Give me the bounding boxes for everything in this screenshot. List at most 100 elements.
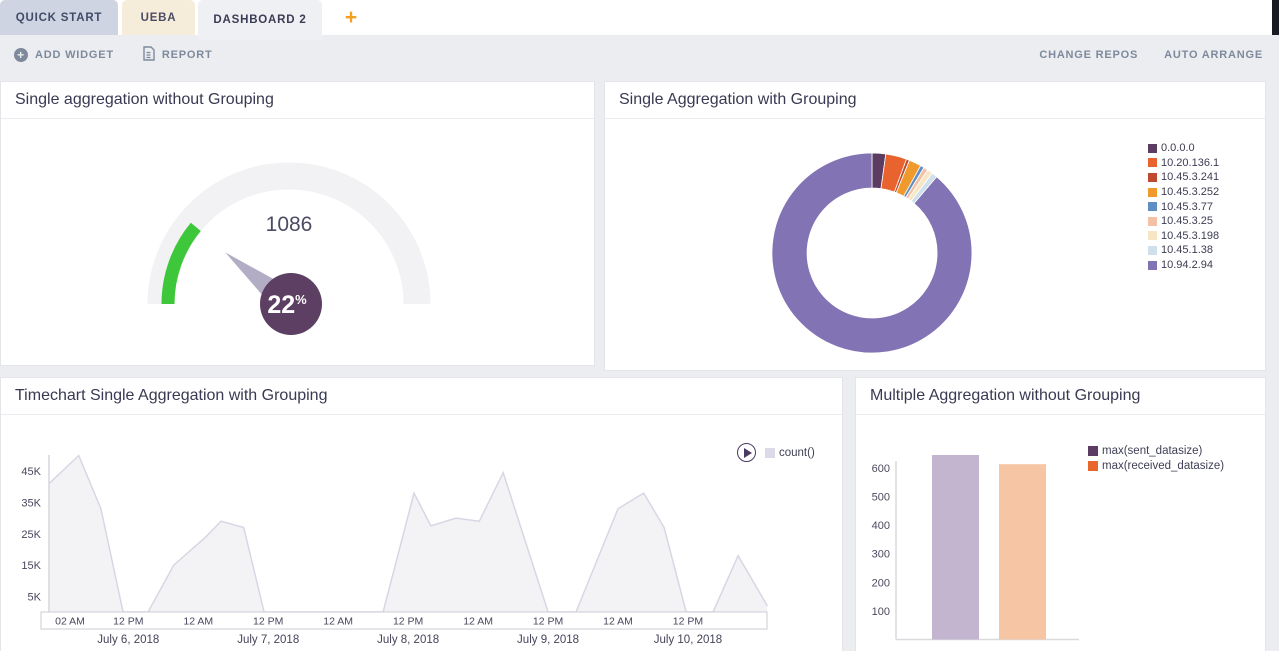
widget-title: Multiple Aggregation without Grouping (870, 387, 1141, 404)
legend-swatch (765, 447, 775, 458)
tab-ueba-label: UEBA (140, 11, 177, 24)
tab-ueba[interactable]: UEBA (122, 0, 195, 35)
play-button[interactable] (737, 443, 756, 462)
legend-item[interactable]: 10.45.3.198 (1148, 229, 1219, 244)
legend-swatch (1148, 231, 1157, 241)
widget-multiple-agg: Multiple Aggregation without Grouping 10… (855, 377, 1266, 651)
legend-label: max(sent_datasize) (1102, 444, 1203, 457)
widget-title: Single aggregation without Grouping (15, 91, 274, 108)
legend-item[interactable]: 10.45.3.252 (1148, 185, 1219, 200)
report-label: REPORT (161, 49, 213, 61)
svg-text:July 7, 2018: July 7, 2018 (237, 634, 299, 646)
svg-text:300: 300 (872, 549, 890, 561)
legend-swatch (1148, 245, 1157, 255)
legend-item[interactable]: 10.20.136.1 (1148, 156, 1219, 171)
svg-text:12 PM: 12 PM (393, 616, 423, 628)
add-widget-label: ADD WIDGET (35, 49, 114, 61)
svg-text:July 9, 2018: July 9, 2018 (517, 634, 579, 646)
tab-quick-start[interactable]: QUICK START (0, 0, 118, 35)
widget-timechart: Timechart Single Aggregation with Groupi… (0, 377, 843, 651)
timechart-area: 5K 15K 25K 35K 45K 02 AM 12 PM 12 AM 12 PM 12 AM 1… (1, 415, 842, 651)
legend-item[interactable]: 10.45.3.25 (1148, 214, 1219, 229)
legend-item[interactable]: 10.45.1.38 (1148, 243, 1219, 258)
widget-title-bar: Single aggregation without Grouping (1, 82, 594, 119)
legend-swatch (1088, 445, 1098, 456)
svg-text:12 PM: 12 PM (113, 616, 143, 628)
svg-text:12 PM: 12 PM (253, 616, 283, 628)
legend-item[interactable]: 10.94.2.94 (1148, 258, 1219, 273)
legend-label: 10.45.3.198 (1161, 229, 1220, 242)
svg-text:500: 500 (872, 492, 890, 504)
svg-text:12 AM: 12 AM (183, 616, 213, 628)
donut-legend: 0.0.0.0 10.20.136.1 10.45.3.241 10.45.3.252… (1148, 141, 1219, 272)
legend-item[interactable]: 10.45.3.77 (1148, 199, 1219, 214)
svg-text:12 AM: 12 AM (323, 616, 353, 628)
svg-text:600: 600 (872, 463, 890, 475)
plus-circle-icon: + (14, 48, 28, 62)
legend-swatch (1148, 216, 1157, 226)
widget-title: Timechart Single Aggregation with Groupi… (15, 387, 328, 404)
bar-chart: 100 200 300 400 500 600 max(sent_datasize) ma… (856, 415, 1265, 651)
legend-label: count() (779, 446, 815, 459)
svg-text:12 AM: 12 AM (463, 616, 493, 628)
tab-quick-start-label: QUICK START (15, 11, 103, 24)
gauge-chart: 1086 22% (1, 119, 594, 371)
add-widget-button[interactable]: + ADD WIDGET (14, 46, 114, 64)
plus-icon: + (344, 5, 358, 29)
widget-title-bar: Timechart Single Aggregation with Groupi… (1, 378, 842, 415)
legend-item-count[interactable]: count() (765, 447, 815, 459)
legend-label: 10.94.2.94 (1161, 259, 1213, 272)
svg-text:25K: 25K (21, 529, 41, 541)
svg-text:45K: 45K (21, 466, 41, 478)
legend-swatch (1148, 158, 1157, 168)
dashboard-toolbar: + ADD WIDGET REPORT CHANGE REPOS AUTO AR… (0, 35, 1279, 75)
legend-label: 10.45.1.38 (1161, 244, 1213, 257)
tab-dashboard-2[interactable]: DASHBOARD 2 (198, 0, 322, 40)
widget-single-agg-grouping: Single Aggregation with Grouping 0.0.0.0… (604, 81, 1266, 371)
svg-text:5K: 5K (28, 591, 42, 603)
report-icon (142, 46, 155, 64)
legend-item-received[interactable]: max(received_datasize) (1088, 458, 1224, 473)
svg-text:July 10, 2018: July 10, 2018 (654, 634, 722, 646)
change-repos-button[interactable]: CHANGE REPOS (1039, 49, 1138, 61)
svg-text:22%: 22% (267, 291, 307, 319)
legend-item[interactable]: 10.45.3.241 (1148, 170, 1219, 185)
tab-bar: QUICK START UEBA DASHBOARD 2 + (0, 0, 1279, 40)
add-tab-button[interactable]: + (337, 0, 365, 35)
play-icon (743, 447, 752, 458)
svg-text:July 6, 2018: July 6, 2018 (97, 634, 159, 646)
report-button[interactable]: REPORT (142, 46, 213, 64)
legend-item[interactable]: 0.0.0.0 (1148, 141, 1219, 156)
legend-swatch (1148, 172, 1157, 182)
donut-chart: 0.0.0.0 10.20.136.1 10.45.3.241 10.45.3.252… (605, 119, 1265, 377)
widget-title-bar: Single Aggregation with Grouping (605, 82, 1265, 119)
legend-label: max(received_datasize) (1102, 459, 1225, 472)
svg-text:12 AM: 12 AM (603, 616, 633, 628)
svg-text:July 8, 2018: July 8, 2018 (377, 634, 439, 646)
svg-text:35K: 35K (21, 497, 41, 509)
legend-item-sent[interactable]: max(sent_datasize) (1088, 443, 1224, 458)
legend-label: 10.45.3.252 (1161, 186, 1220, 199)
svg-text:12 PM: 12 PM (533, 616, 563, 628)
svg-text:15K: 15K (21, 560, 41, 572)
svg-text:400: 400 (872, 520, 890, 532)
svg-text:1086: 1086 (266, 213, 313, 236)
widget-title: Single Aggregation with Grouping (619, 91, 857, 108)
auto-arrange-label: AUTO ARRANGE (1164, 49, 1263, 61)
window-edge (1272, 0, 1279, 35)
legend-swatch (1088, 460, 1098, 471)
svg-text:200: 200 (872, 577, 890, 589)
timechart-legend: count() (737, 443, 815, 462)
auto-arrange-button[interactable]: AUTO ARRANGE (1164, 49, 1263, 61)
legend-swatch (1148, 143, 1157, 153)
legend-label: 10.45.3.241 (1161, 171, 1220, 184)
tab-dashboard-2-label: DASHBOARD 2 (213, 14, 307, 26)
legend-swatch (1148, 187, 1157, 197)
widget-title-bar: Multiple Aggregation without Grouping (856, 378, 1265, 415)
svg-text:12 PM: 12 PM (673, 616, 703, 628)
change-repos-label: CHANGE REPOS (1039, 49, 1139, 61)
legend-label: 0.0.0.0 (1161, 142, 1195, 155)
svg-text:02 AM: 02 AM (55, 616, 85, 628)
legend-label: 10.45.3.77 (1161, 200, 1213, 213)
svg-text:100: 100 (872, 606, 890, 618)
